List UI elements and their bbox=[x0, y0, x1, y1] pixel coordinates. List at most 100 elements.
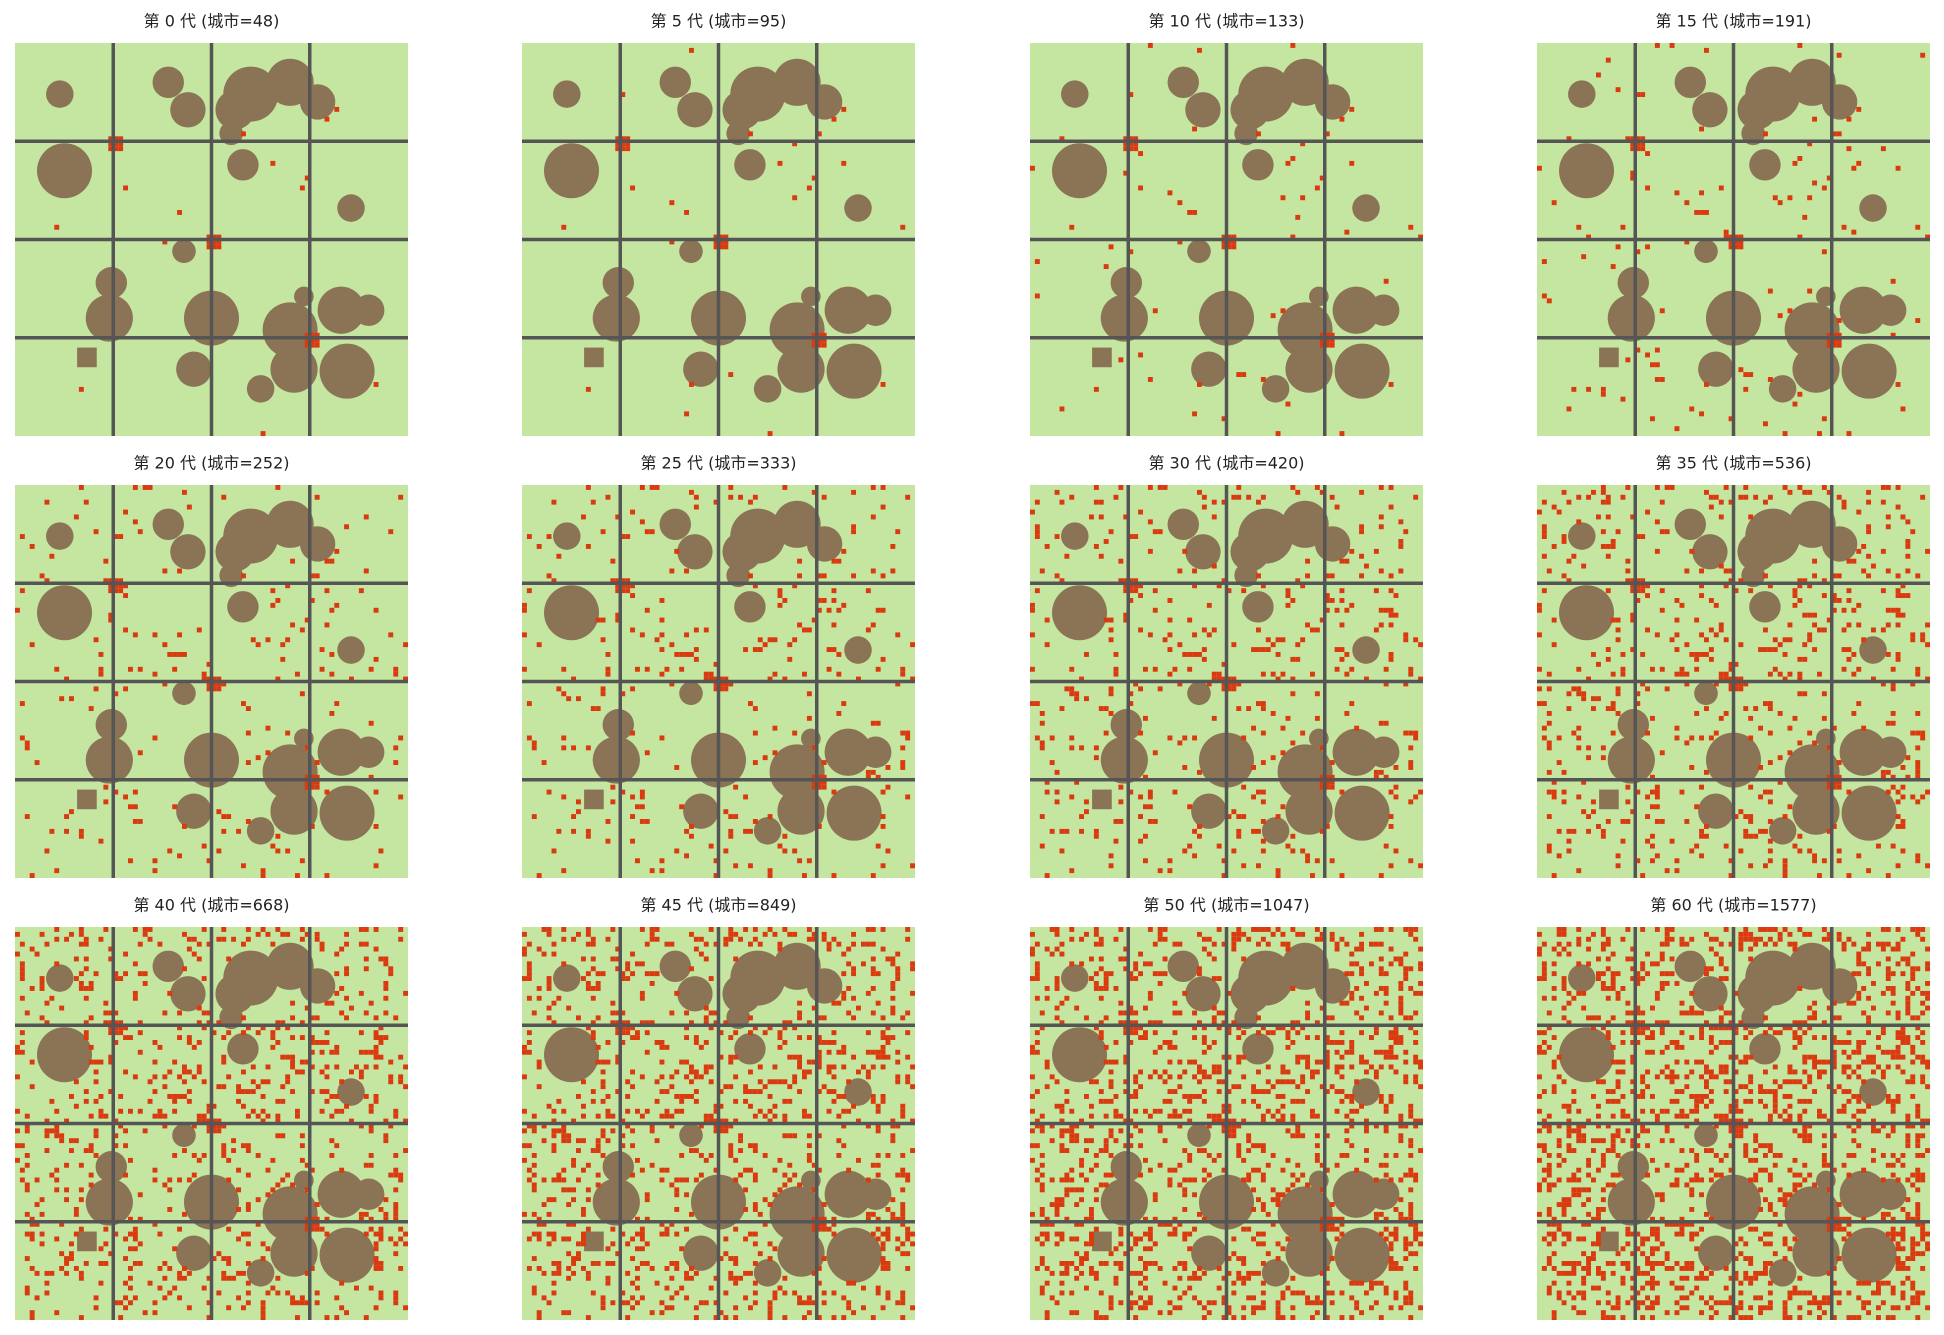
urban-cell bbox=[216, 676, 222, 682]
urban-cell bbox=[1728, 676, 1734, 682]
urban-cell bbox=[398, 494, 404, 500]
urban-cell bbox=[1694, 656, 1700, 662]
urban-cell bbox=[1388, 961, 1394, 967]
urban-cell bbox=[718, 1030, 724, 1036]
urban-cell bbox=[846, 986, 852, 991]
urban-cell bbox=[236, 1236, 242, 1242]
urban-cell bbox=[1329, 760, 1335, 766]
urban-cell bbox=[1138, 1270, 1144, 1276]
urban-cell bbox=[772, 750, 778, 756]
urban-cell bbox=[1561, 799, 1567, 805]
urban-cell bbox=[600, 1295, 606, 1301]
urban-cell bbox=[556, 1172, 562, 1178]
urban-cell bbox=[875, 774, 881, 780]
urban-cell bbox=[522, 1049, 527, 1055]
urban-cell bbox=[1314, 927, 1320, 932]
urban-cell bbox=[373, 824, 379, 829]
urban-cell bbox=[73, 1103, 79, 1109]
urban-cell bbox=[1329, 784, 1335, 790]
urban-cell bbox=[865, 1030, 871, 1036]
urban-cell bbox=[206, 676, 212, 682]
urban-cell bbox=[669, 239, 675, 245]
urban-cell bbox=[865, 1211, 871, 1217]
urban-cell bbox=[1192, 652, 1198, 657]
water bbox=[677, 534, 713, 570]
urban-cell bbox=[674, 1108, 680, 1114]
urban-cell bbox=[610, 1300, 616, 1306]
urban-cell bbox=[1748, 372, 1754, 378]
urban-cell bbox=[1256, 1015, 1261, 1021]
urban-cell bbox=[1138, 627, 1144, 633]
water bbox=[1230, 532, 1270, 572]
urban-cell bbox=[1383, 1172, 1389, 1178]
urban-cell bbox=[846, 1300, 852, 1306]
urban-cell bbox=[1290, 848, 1296, 854]
urban-cell bbox=[1236, 1035, 1242, 1041]
urban-cell bbox=[1354, 986, 1360, 991]
urban-cell bbox=[39, 976, 45, 982]
urban-cell bbox=[177, 1025, 183, 1031]
urban-cell bbox=[615, 1025, 621, 1031]
urban-cell bbox=[595, 1148, 601, 1154]
urban-cell bbox=[1546, 671, 1552, 677]
urban-cell bbox=[1413, 1231, 1419, 1237]
urban-cell bbox=[1920, 494, 1926, 500]
urban-cell bbox=[669, 568, 675, 574]
urban-cell bbox=[620, 1025, 626, 1031]
urban-cell bbox=[1836, 342, 1842, 348]
urban-cell bbox=[841, 951, 847, 957]
urban-cell bbox=[1349, 1098, 1355, 1104]
urban-cell bbox=[226, 1030, 232, 1036]
urban-cell bbox=[1192, 1059, 1198, 1065]
urban-cell bbox=[733, 814, 739, 820]
urban-cell bbox=[684, 1177, 690, 1183]
urban-cell bbox=[1403, 1079, 1409, 1085]
urban-cell bbox=[1138, 838, 1144, 844]
urban-cell bbox=[118, 1123, 124, 1129]
urban-cell bbox=[1566, 578, 1572, 584]
urban-cell bbox=[196, 627, 202, 633]
urban-cell bbox=[630, 1025, 636, 1031]
urban-cell bbox=[123, 509, 129, 515]
urban-cell bbox=[1566, 136, 1572, 142]
urban-cell bbox=[870, 622, 876, 628]
urban-cell bbox=[1334, 946, 1340, 952]
urban-cell bbox=[373, 946, 379, 952]
water bbox=[1749, 591, 1781, 623]
urban-cell bbox=[132, 995, 138, 1001]
urban-cell bbox=[1079, 936, 1085, 942]
urban-cell bbox=[113, 588, 119, 594]
urban-cell bbox=[733, 1030, 739, 1036]
urban-cell bbox=[1802, 656, 1808, 662]
urban-cell bbox=[1270, 1187, 1276, 1193]
urban-cell bbox=[811, 617, 817, 623]
urban-cell bbox=[654, 637, 660, 643]
urban-cell bbox=[1743, 372, 1749, 378]
urban-cell bbox=[1684, 819, 1690, 824]
urban-cell bbox=[1373, 1211, 1379, 1217]
urban-cell bbox=[693, 1305, 699, 1311]
water bbox=[1792, 345, 1840, 393]
urban-cell bbox=[1157, 981, 1163, 986]
urban-cell bbox=[334, 951, 340, 957]
urban-cell bbox=[831, 1221, 837, 1227]
urban-cell bbox=[39, 573, 45, 579]
urban-cell bbox=[1044, 617, 1050, 623]
urban-cell bbox=[644, 1216, 650, 1222]
water bbox=[1234, 563, 1258, 588]
urban-cell bbox=[551, 1280, 557, 1286]
urban-cell bbox=[630, 794, 636, 800]
urban-cell bbox=[635, 1266, 640, 1271]
urban-cell bbox=[1388, 588, 1394, 594]
urban-cell bbox=[123, 1025, 129, 1031]
urban-cell bbox=[743, 794, 749, 800]
urban-cell bbox=[299, 1059, 305, 1065]
urban-cell bbox=[556, 1098, 562, 1104]
urban-cell bbox=[792, 1074, 798, 1080]
urban-cell bbox=[1182, 1231, 1188, 1237]
urban-cell bbox=[1157, 1266, 1163, 1271]
urban-cell bbox=[561, 1187, 567, 1193]
urban-cell bbox=[1821, 578, 1827, 584]
urban-cell bbox=[1305, 1295, 1311, 1301]
water bbox=[602, 1151, 635, 1183]
